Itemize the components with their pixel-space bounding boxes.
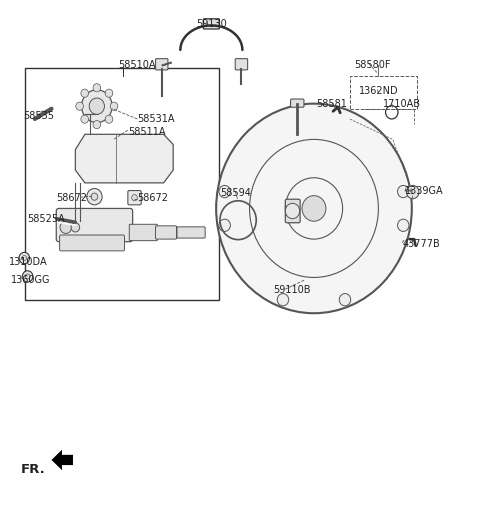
Text: 58525A: 58525A xyxy=(28,214,65,224)
FancyBboxPatch shape xyxy=(203,19,219,29)
Circle shape xyxy=(23,271,33,282)
Circle shape xyxy=(60,221,72,233)
Circle shape xyxy=(105,115,113,123)
Circle shape xyxy=(302,196,326,221)
Circle shape xyxy=(81,115,88,123)
Polygon shape xyxy=(51,450,73,470)
Circle shape xyxy=(285,204,300,218)
Circle shape xyxy=(71,223,80,232)
Text: 59130: 59130 xyxy=(196,20,227,29)
FancyBboxPatch shape xyxy=(60,235,124,251)
Circle shape xyxy=(219,186,230,198)
Text: 58510A: 58510A xyxy=(118,60,156,70)
Circle shape xyxy=(76,102,84,111)
Text: 43777B: 43777B xyxy=(402,239,440,249)
Circle shape xyxy=(22,255,27,261)
Text: 1362ND: 1362ND xyxy=(360,86,399,96)
FancyBboxPatch shape xyxy=(235,59,248,70)
Text: 58580F: 58580F xyxy=(355,60,391,70)
FancyBboxPatch shape xyxy=(156,226,177,239)
Circle shape xyxy=(216,104,412,313)
Circle shape xyxy=(89,98,105,115)
Bar xyxy=(25,68,218,301)
Polygon shape xyxy=(75,134,173,183)
Text: 58594: 58594 xyxy=(220,188,251,198)
Text: 58672: 58672 xyxy=(137,193,168,203)
Text: 1310DA: 1310DA xyxy=(9,257,47,267)
Circle shape xyxy=(82,90,112,122)
FancyBboxPatch shape xyxy=(177,227,205,238)
Text: 58581: 58581 xyxy=(316,99,347,108)
Text: 58535: 58535 xyxy=(23,112,54,121)
Text: 58511A: 58511A xyxy=(128,127,165,137)
Circle shape xyxy=(87,189,102,205)
Circle shape xyxy=(339,293,351,306)
FancyBboxPatch shape xyxy=(285,199,300,223)
Text: 1360GG: 1360GG xyxy=(11,275,50,285)
Text: 58672: 58672 xyxy=(56,193,87,203)
Text: 1710AB: 1710AB xyxy=(383,99,421,108)
Circle shape xyxy=(277,293,288,306)
Circle shape xyxy=(219,219,230,231)
Text: FR.: FR. xyxy=(21,463,45,475)
Text: 1339GA: 1339GA xyxy=(405,186,443,195)
Circle shape xyxy=(397,219,409,231)
Text: 58531A: 58531A xyxy=(137,114,175,124)
Circle shape xyxy=(93,120,101,128)
Circle shape xyxy=(93,84,101,92)
Circle shape xyxy=(25,274,30,279)
Circle shape xyxy=(110,102,118,111)
FancyBboxPatch shape xyxy=(290,99,304,107)
Circle shape xyxy=(105,89,113,97)
FancyBboxPatch shape xyxy=(128,191,141,205)
Circle shape xyxy=(19,252,30,264)
Circle shape xyxy=(91,193,98,200)
Circle shape xyxy=(397,186,409,198)
FancyBboxPatch shape xyxy=(129,224,157,241)
Text: 59110B: 59110B xyxy=(274,285,311,295)
Circle shape xyxy=(132,195,137,201)
Bar xyxy=(350,76,417,109)
FancyBboxPatch shape xyxy=(156,59,168,70)
Circle shape xyxy=(407,186,419,199)
Circle shape xyxy=(81,89,88,97)
FancyBboxPatch shape xyxy=(56,209,132,242)
